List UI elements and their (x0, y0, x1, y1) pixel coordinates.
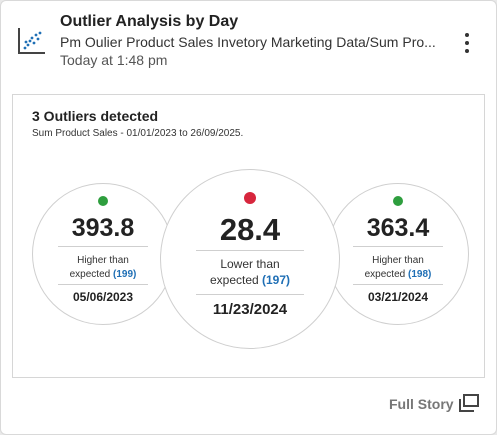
higher-status-dot (98, 196, 108, 206)
outliers-range-subtitle: Sum Product Sales - 01/01/2023 to 26/09/… (32, 128, 244, 139)
full-story-link[interactable]: Full Story (389, 396, 454, 412)
higher-status-dot (393, 196, 403, 206)
outlier-bubble-2[interactable]: 28.4 Lower than expected (197) 11/23/202… (160, 169, 340, 349)
outlier-description: Higher than expected (199) (69, 255, 137, 280)
divider (353, 246, 443, 247)
outlier-date: 03/21/2024 (367, 290, 429, 304)
outlier-bubble-3[interactable]: 363.4 Higher than expected (198) 03/21/2… (327, 183, 469, 325)
expected-value: (197) (262, 273, 291, 288)
kebab-menu-icon[interactable] (460, 33, 474, 53)
outlier-description: Higher than expected (198) (364, 255, 432, 280)
card-timestamp: Today at 1:48 pm (60, 52, 168, 68)
expected-value: (199) (113, 268, 137, 280)
outlier-value: 28.4 (219, 212, 281, 247)
divider (196, 250, 304, 251)
outliers-panel: 3 Outliers detected Sum Product Sales - … (12, 94, 485, 378)
divider (58, 284, 148, 285)
outlier-date: 11/23/2024 (212, 301, 288, 318)
outlier-value: 363.4 (366, 214, 430, 242)
divider (58, 246, 148, 247)
card-title: Outlier Analysis by Day (60, 13, 239, 30)
lower-status-dot (244, 192, 256, 204)
outlier-date: 05/06/2023 (72, 290, 134, 304)
outliers-count-title: 3 Outliers detected (32, 108, 159, 124)
divider (196, 294, 304, 295)
card-subtitle[interactable]: Pm Oulier Product Sales Invetory Marketi… (60, 34, 436, 50)
scatter-chart-icon (18, 28, 45, 54)
expected-value: (198) (408, 268, 432, 280)
open-window-icon[interactable] (459, 394, 479, 412)
outlier-value: 393.8 (71, 214, 135, 242)
outlier-bubble-1[interactable]: 393.8 Higher than expected (199) 05/06/2… (32, 183, 174, 325)
outlier-description: Lower than expected (197) (209, 257, 291, 288)
divider (353, 284, 443, 285)
